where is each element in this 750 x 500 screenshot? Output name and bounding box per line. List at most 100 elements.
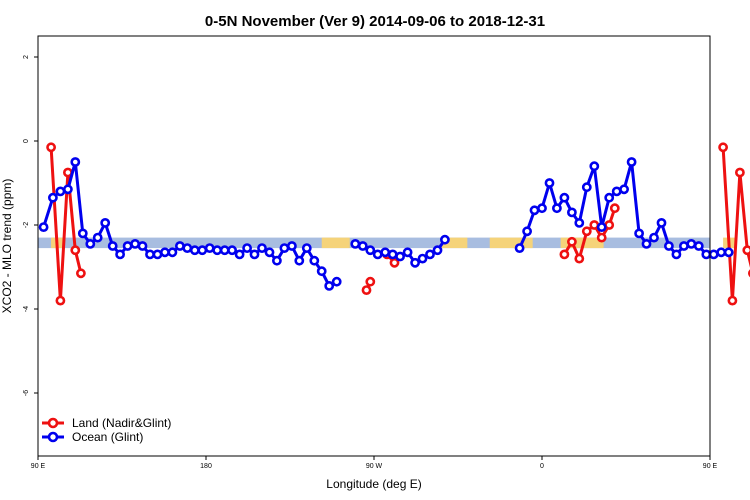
data-point bbox=[70, 157, 81, 167]
data-point bbox=[294, 255, 305, 266]
data-point bbox=[589, 161, 600, 172]
data-point bbox=[529, 205, 540, 216]
band-ocean bbox=[38, 237, 710, 249]
data-point bbox=[581, 182, 592, 193]
data-point bbox=[159, 247, 170, 258]
data-point bbox=[514, 243, 525, 253]
data-point bbox=[432, 245, 443, 256]
data-point bbox=[596, 232, 607, 243]
legend-marker bbox=[47, 417, 59, 429]
data-point bbox=[204, 243, 215, 253]
data-point bbox=[574, 217, 585, 228]
data-point bbox=[55, 295, 66, 306]
data-point bbox=[48, 192, 58, 203]
data-point bbox=[212, 245, 223, 256]
data-point bbox=[242, 243, 252, 253]
band-land-segment bbox=[489, 237, 533, 249]
data-point bbox=[742, 245, 750, 256]
x-tick-label: 180 bbox=[200, 463, 212, 470]
data-point bbox=[389, 257, 400, 268]
data-point bbox=[100, 217, 111, 228]
axes: 90 E 180 90 W 0 90 E 2 0 -2 -4 -6 bbox=[23, 55, 718, 470]
data-point bbox=[357, 241, 368, 251]
data-point bbox=[70, 245, 81, 256]
data-point bbox=[544, 178, 555, 188]
data-point bbox=[723, 247, 734, 258]
data-point bbox=[537, 203, 547, 214]
data-point bbox=[372, 249, 383, 260]
data-point bbox=[271, 255, 282, 266]
data-point bbox=[115, 249, 125, 260]
x-tick-label: 90 W bbox=[366, 463, 383, 470]
x-tick-label: 90 E bbox=[703, 463, 718, 470]
data-point bbox=[182, 243, 193, 253]
data-point bbox=[85, 238, 96, 249]
data-point bbox=[365, 276, 376, 287]
data-point bbox=[686, 238, 697, 249]
data-point bbox=[581, 226, 592, 237]
data-point bbox=[559, 249, 570, 260]
data-point bbox=[137, 241, 148, 251]
data-point bbox=[656, 217, 667, 228]
data-point bbox=[735, 167, 745, 178]
data-point bbox=[92, 232, 103, 243]
data-point bbox=[365, 245, 376, 256]
data-point bbox=[727, 295, 738, 306]
data-point bbox=[718, 142, 728, 153]
y-tick-label: 0 bbox=[23, 139, 30, 143]
data-point bbox=[122, 241, 133, 251]
data-point bbox=[567, 207, 577, 218]
data-point bbox=[279, 243, 290, 253]
data-point bbox=[145, 249, 155, 260]
data-point bbox=[552, 203, 562, 214]
data-point bbox=[716, 247, 727, 258]
data-point bbox=[671, 249, 682, 260]
data-point bbox=[234, 249, 245, 260]
chart-title: 0-5N November (Ver 9) 2014-09-06 to 2018… bbox=[205, 13, 545, 30]
plot-area bbox=[38, 142, 750, 306]
data-point bbox=[309, 255, 320, 266]
series-land bbox=[46, 142, 750, 306]
data-point bbox=[559, 192, 570, 203]
x-tick-label: 90 E bbox=[31, 463, 46, 470]
data-point bbox=[417, 253, 428, 264]
data-point bbox=[301, 243, 312, 253]
data-point bbox=[693, 241, 704, 251]
data-point bbox=[708, 249, 719, 260]
band-land-segment bbox=[441, 237, 468, 249]
data-point bbox=[574, 253, 585, 264]
data-point bbox=[596, 222, 607, 232]
data-point bbox=[55, 186, 66, 197]
data-point bbox=[77, 228, 88, 239]
legend-marker bbox=[47, 431, 59, 443]
data-point bbox=[38, 222, 49, 232]
data-point bbox=[350, 238, 361, 249]
data-point bbox=[331, 276, 342, 287]
data-point bbox=[649, 232, 659, 243]
data-point bbox=[63, 184, 73, 195]
y-tick-label: -2 bbox=[23, 222, 30, 228]
data-point bbox=[410, 257, 420, 268]
data-point bbox=[439, 234, 450, 245]
data-point bbox=[567, 236, 577, 247]
data-point bbox=[46, 142, 56, 153]
data-point bbox=[264, 247, 275, 258]
data-point bbox=[641, 238, 652, 249]
data-point bbox=[522, 226, 532, 237]
data-point bbox=[402, 247, 413, 258]
series-line bbox=[42, 160, 338, 288]
band-land-segment bbox=[321, 237, 350, 249]
data-point bbox=[361, 285, 372, 295]
data-point bbox=[189, 245, 200, 256]
data-point bbox=[626, 157, 637, 167]
series-ocean bbox=[38, 157, 734, 291]
x-tick-label: 0 bbox=[540, 463, 544, 470]
legend-label: Ocean (Glint) bbox=[72, 430, 143, 444]
x-axis-label: Longitude (deg E) bbox=[326, 477, 421, 491]
data-point bbox=[604, 220, 615, 230]
y-axis-label: XCO2 - MLO trend (ppm) bbox=[0, 179, 14, 314]
data-point bbox=[380, 247, 391, 258]
data-point bbox=[395, 251, 405, 262]
legend: Land (Nadir&Glint)Ocean (Glint) bbox=[42, 416, 171, 444]
